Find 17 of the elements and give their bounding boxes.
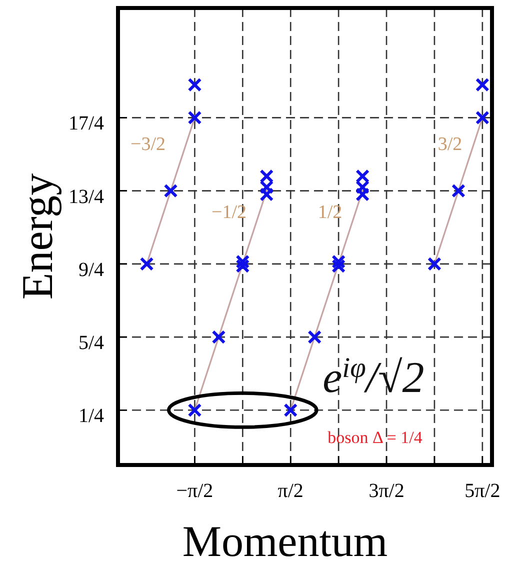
annotation: 3/2 [438, 134, 462, 155]
y-tick-label: 1/4 [78, 405, 104, 428]
annotation: e$^{iφ}$/√2 [322, 352, 424, 402]
x-tick-label: 3π/2 [368, 480, 404, 502]
annotation: 1/2 [318, 202, 342, 223]
annotation: −1/2 [212, 202, 246, 223]
y-tick-label: 9/4 [78, 258, 104, 281]
y-tick-label: 5/4 [78, 332, 104, 354]
y-tick-label: 13/4 [68, 186, 104, 208]
y-axis-title: Energy [13, 173, 62, 300]
x-tick-label: 5π/2 [464, 480, 500, 502]
x-axis-title: Momentum [182, 517, 388, 565]
y-tick-label: 17/4 [68, 112, 104, 135]
x-tick-label: π/2 [278, 480, 304, 502]
annotation: boson Δ = 1/4 [328, 428, 423, 447]
annotation: −3/2 [130, 134, 166, 155]
x-tick-label: −π/2 [176, 480, 214, 502]
